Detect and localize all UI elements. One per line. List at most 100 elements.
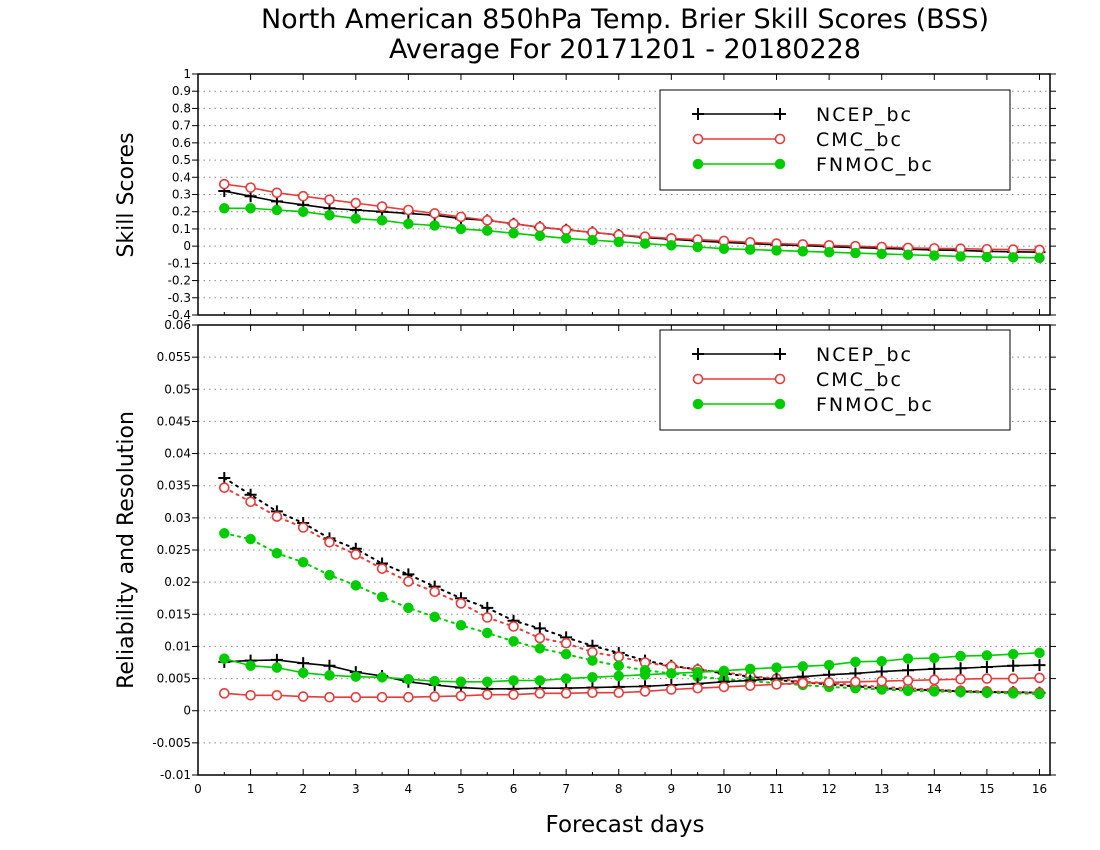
bottom-point-ncep-bc <box>481 601 494 614</box>
top-y-tick-label: 0.6 <box>172 136 191 150</box>
top-point-cmc-bc <box>245 182 256 193</box>
x-tick-label: 12 <box>821 782 836 796</box>
top-y-tick-label: -0.3 <box>168 291 191 305</box>
bottom-legend-label-ncep-bc: NCEP_bc <box>816 344 913 366</box>
bottom-series-fnmoc-bc-solid <box>219 647 1045 688</box>
bottom-legend-marker <box>692 348 704 360</box>
top-point-fnmoc-bc <box>850 247 861 259</box>
bottom-point-fnmoc-bc <box>297 556 309 568</box>
bottom-point-ncep-bc <box>954 662 967 675</box>
bottom-point-cmc-bc <box>324 691 335 703</box>
bottom-point-cmc-bc <box>560 688 572 699</box>
top-legend-marker <box>774 133 786 145</box>
x-tick-label: 0 <box>194 782 202 796</box>
top-point-fnmoc-bc <box>876 248 887 260</box>
top-point-fnmoc-bc <box>245 203 256 214</box>
bottom-point-cmc-bc <box>508 689 519 700</box>
x-tick-label: 7 <box>562 782 570 796</box>
bottom-legend-marker <box>692 373 704 385</box>
bottom-point-fnmoc-bc <box>902 685 914 697</box>
x-tick-label: 1 <box>247 782 255 796</box>
bottom-y-tick-label: 0.04 <box>164 447 191 461</box>
bottom-y-tick-label: 0.015 <box>157 607 191 621</box>
x-tick-label: 13 <box>874 782 889 796</box>
bottom-point-fnmoc-bc <box>560 673 572 684</box>
top-y-tick-label: -0.1 <box>168 256 191 270</box>
top-point-fnmoc-bc <box>324 209 335 221</box>
x-tick-label: 10 <box>716 782 731 796</box>
bottom-point-cmc-bc <box>455 690 467 702</box>
bottom-point-fnmoc-bc <box>455 676 467 688</box>
bottom-y-tick-label: 0 <box>183 704 191 718</box>
bottom-point-cmc-bc <box>271 511 283 522</box>
top-point-cmc-bc <box>218 178 230 190</box>
bottom-point-fnmoc-bc <box>692 666 703 678</box>
bottom-point-ncep-bc <box>533 622 546 635</box>
top-point-cmc-bc <box>534 221 546 233</box>
top-y-tick-label: 0 <box>183 239 191 253</box>
bottom-point-fnmoc-bc <box>587 655 598 666</box>
top-point-cmc-bc <box>376 201 388 212</box>
bottom-point-cmc-bc <box>613 651 625 663</box>
bottom-point-cmc-bc <box>481 689 493 700</box>
bottom-legend-marker <box>774 373 786 385</box>
bottom-point-fnmoc-bc <box>771 662 782 673</box>
bottom-point-cmc-bc <box>429 586 440 598</box>
top-point-fnmoc-bc <box>902 249 914 260</box>
top-point-fnmoc-bc <box>1034 252 1045 264</box>
bottom-point-cmc-bc <box>534 688 546 699</box>
bottom-y-axis-label: Reliability and Resolution <box>114 411 139 689</box>
bottom-point-cmc-bc <box>955 673 966 685</box>
bottom-point-fnmoc-bc <box>482 627 493 639</box>
reliability-resolution-panel: -0.01 -0.005 0 0.005 0.01 0.015 0.02 0.025 0.03 0… <box>114 318 1056 796</box>
top-legend-label-ncep-bc: NCEP_bc <box>816 104 913 126</box>
top-y-tick-label: 0.3 <box>172 188 191 202</box>
bottom-point-fnmoc-bc <box>955 650 966 662</box>
x-tick-label: 15 <box>979 782 994 796</box>
bottom-y-tick-label: 0.02 <box>164 575 191 589</box>
top-y-axis-label: Skill Scores <box>114 132 139 257</box>
top-point-fnmoc-bc <box>455 223 467 235</box>
top-point-cmc-bc <box>324 194 335 205</box>
bottom-point-fnmoc-bc <box>219 528 230 539</box>
bottom-point-fnmoc-bc <box>376 672 388 683</box>
bottom-point-fnmoc-bc <box>929 652 940 664</box>
top-point-fnmoc-bc <box>823 246 835 258</box>
bottom-point-fnmoc-bc <box>403 602 414 614</box>
top-legend-marker <box>692 108 704 120</box>
bottom-point-cmc-bc <box>1034 672 1045 684</box>
top-point-fnmoc-bc <box>929 250 940 261</box>
bottom-y-tick-label: 0.005 <box>157 672 191 686</box>
chart-title-line1: North American 850hPa Temp. Brier Skill … <box>261 4 989 35</box>
skill-scores-panel: -0.4 -0.3 -0.2 -0.1 0 0.1 0.2 0.3 0.4 0.5 0.6 0.7 0.… <box>114 67 1056 322</box>
bottom-point-fnmoc-bc <box>350 580 362 591</box>
bottom-point-fnmoc-bc <box>271 662 283 673</box>
top-point-fnmoc-bc <box>613 236 624 248</box>
bottom-y-tick-label: -0.005 <box>152 736 191 750</box>
bottom-point-fnmoc-bc <box>955 686 966 698</box>
top-y-tick-label: 0.7 <box>172 119 191 133</box>
bottom-point-cmc-bc <box>376 691 388 703</box>
bottom-point-fnmoc-bc <box>587 672 598 683</box>
bottom-legend-box <box>659 329 1011 431</box>
bottom-point-fnmoc-bc <box>718 665 730 677</box>
bottom-legend-label-fnmoc-bc: FNMOC_bc <box>816 394 934 416</box>
bottom-point-cmc-bc <box>297 522 309 533</box>
x-tick-label: 11 <box>769 782 784 796</box>
top-point-fnmoc-bc <box>376 215 388 226</box>
top-point-fnmoc-bc <box>429 220 440 231</box>
top-y-tick-label: 0.2 <box>172 205 191 219</box>
bottom-point-cmc-bc <box>271 689 283 701</box>
bottom-point-fnmoc-bc <box>508 636 519 647</box>
bottom-point-fnmoc-bc <box>639 669 651 680</box>
bottom-point-fnmoc-bc <box>376 591 388 603</box>
bottom-point-ncep-bc <box>297 657 310 670</box>
bottom-point-fnmoc-bc <box>482 676 493 688</box>
bottom-point-cmc-bc <box>587 687 598 699</box>
bottom-point-ncep-bc <box>980 661 993 673</box>
top-point-fnmoc-bc <box>639 238 651 249</box>
bottom-point-fnmoc-bc <box>297 667 309 679</box>
bottom-point-fnmoc-bc <box>219 653 230 664</box>
top-point-fnmoc-bc <box>560 233 572 244</box>
top-point-cmc-bc <box>350 197 362 209</box>
